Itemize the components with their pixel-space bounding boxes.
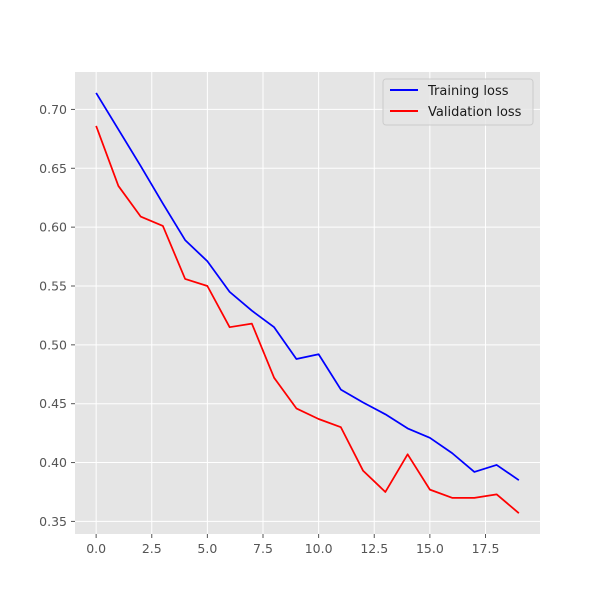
series-lines xyxy=(95,92,520,514)
x-tick-label: 5.0 xyxy=(197,541,217,556)
y-tick-label: 0.35 xyxy=(39,514,67,529)
validation-loss-line xyxy=(95,125,520,514)
y-tick-label: 0.40 xyxy=(39,455,67,470)
x-tick-label: 2.5 xyxy=(142,541,162,556)
y-tick-label: 0.65 xyxy=(39,161,67,176)
x-axis-ticks: 0.0 2.5 5.0 7.5 10.0 12.5 15.0 17.5 xyxy=(86,534,499,556)
y-tick-label: 0.70 xyxy=(39,102,67,117)
x-tick-label: 10.0 xyxy=(305,541,333,556)
plot-area xyxy=(75,72,540,534)
x-tick-label: 7.5 xyxy=(253,541,273,556)
y-axis-ticks: 0.35 0.40 0.45 0.50 0.55 0.60 0.65 0.70 xyxy=(39,102,75,529)
y-tick-label: 0.50 xyxy=(39,337,67,352)
y-tick-label: 0.60 xyxy=(39,220,67,235)
legend-label-training: Training loss xyxy=(427,84,509,99)
legend-label-validation: Validation loss xyxy=(428,105,522,120)
x-tick-label: 12.5 xyxy=(360,541,388,556)
legend: Training loss Validation loss xyxy=(382,78,534,126)
x-tick-label: 17.5 xyxy=(472,541,500,556)
legend-box xyxy=(382,78,534,126)
x-tick-label: 0.0 xyxy=(86,541,106,556)
y-tick-label: 0.45 xyxy=(39,396,67,411)
y-tick-label: 0.55 xyxy=(39,278,67,293)
x-tick-label: 15.0 xyxy=(416,541,444,556)
training-loss-line xyxy=(95,92,520,481)
